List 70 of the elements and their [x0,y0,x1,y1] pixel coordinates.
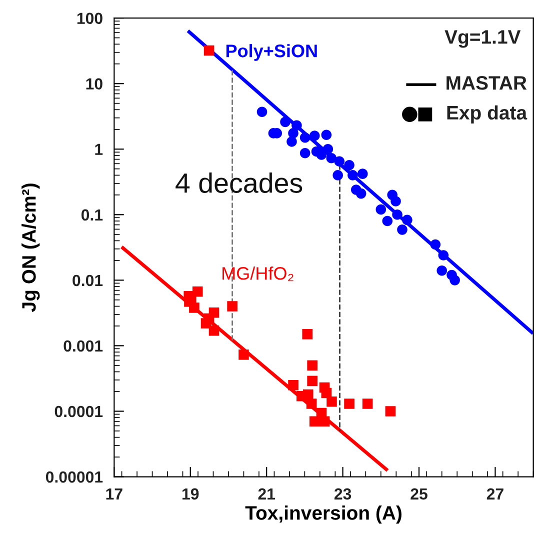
point [292,120,302,131]
x-axis-title: Tox,inversion (A) [245,506,402,524]
point [286,136,297,147]
point [362,398,373,409]
point [309,416,320,427]
point [390,196,401,206]
annotation: 4 decades [176,172,302,193]
point [200,318,212,328]
y-tick-label: 0.0001 [54,406,103,418]
point [288,128,298,138]
point [192,286,203,297]
point [357,168,368,179]
point [397,224,408,235]
point [430,239,441,250]
x-tick-label: 25 [410,488,428,500]
y-tick-label: 100 [77,12,102,24]
point [300,148,310,158]
point [208,307,220,318]
point [344,398,354,409]
point [189,302,200,313]
point [392,210,402,220]
point [438,250,449,260]
x-tick-label: 21 [258,488,276,500]
x-tick-label: 27 [486,488,504,500]
point [302,329,313,340]
x-tick-label: 17 [106,488,122,500]
point [309,130,320,141]
point [227,301,238,312]
annotation: Vg=1.1V [444,30,521,48]
point [382,216,393,226]
point [436,265,448,276]
point [256,106,268,118]
y-tick-label: 1 [95,144,103,155]
point [321,130,332,140]
y-tick-label: 0.01 [72,274,103,286]
point [356,188,366,199]
point [288,380,298,390]
point [326,152,337,164]
point [238,350,249,360]
annotation: Exp data [447,105,528,124]
y-tick-label: 0.00001 [46,471,103,483]
y-tick-label: 0.001 [64,340,103,352]
point [316,150,327,160]
point [402,214,412,226]
point [204,45,214,56]
point [306,398,317,409]
point [344,160,354,170]
point [307,376,318,386]
y-axis-title: Jg ON (A/cm²) [22,184,40,312]
point [348,170,358,180]
point [319,416,330,427]
point [385,406,396,416]
point [302,389,314,400]
annotation: Poly+SiON [226,44,317,61]
y-tick-label: 10 [86,78,102,90]
point [208,325,220,336]
point [332,170,343,180]
y-tick-label: 0.1 [81,209,103,221]
point [376,204,386,215]
point [322,144,334,154]
point [450,275,460,286]
point [300,132,310,143]
point [326,396,337,407]
x-tick-label: 19 [182,488,199,500]
point [307,360,318,371]
point [334,156,345,167]
x-tick-label: 23 [334,488,352,500]
annotation: MG/HfO₂ [222,266,294,282]
point [280,116,290,128]
annotation: MASTAR [446,76,527,90]
